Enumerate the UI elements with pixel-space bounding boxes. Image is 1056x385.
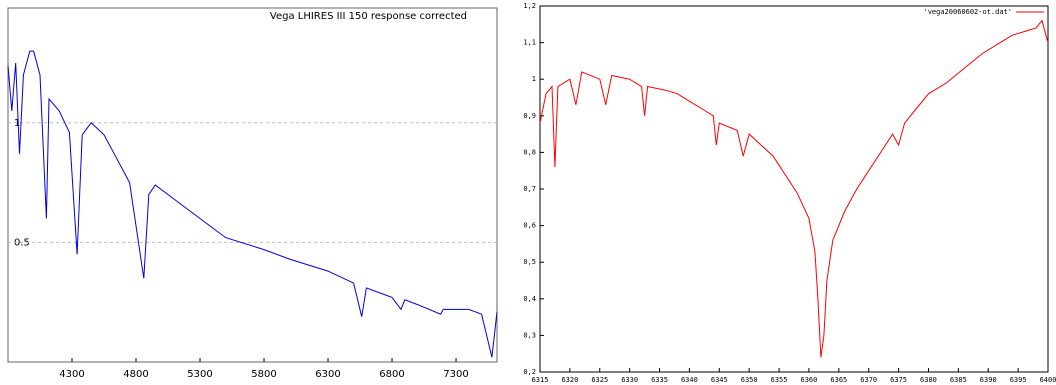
data-line [539, 19, 1049, 358]
x-tick-label: 6335 [651, 376, 668, 384]
y-tick-label: 0,2 [523, 368, 536, 376]
x-tick-label: 6340 [681, 376, 698, 384]
y-tick-label: 0,8 [523, 148, 536, 156]
x-tick-label: 6800 [379, 369, 404, 380]
x-tick-label: 4300 [59, 369, 84, 380]
legend-label: 'vega20060602-ot.dat' [923, 8, 1012, 16]
y-tick-label: 1,2 [523, 2, 536, 10]
x-tick-label: 6370 [860, 376, 877, 384]
x-tick-label: 5300 [187, 369, 212, 380]
x-tick-label: 6395 [1010, 376, 1027, 384]
y-tick-label: 0,9 [523, 112, 536, 120]
x-tick-label: 6315 [532, 376, 549, 384]
x-tick-label: 6350 [741, 376, 758, 384]
y-tick-label: 0,3 [523, 331, 536, 339]
y-tick-label: 0,5 [523, 258, 536, 266]
y-tick-label: 1 [532, 75, 536, 83]
x-tick-label: 6355 [771, 376, 788, 384]
chart-title: Vega LHIRES III 150 response corrected [270, 11, 467, 22]
y-tick-label: 0,4 [523, 295, 536, 303]
y-tick-label: 0,7 [523, 185, 536, 193]
x-tick-label: 7300 [443, 369, 468, 380]
x-tick-label: 6330 [621, 376, 638, 384]
x-tick-label: 6325 [591, 376, 608, 384]
x-tick-label: 6360 [801, 376, 818, 384]
data-line [7, 50, 498, 358]
y-tick-label: 1 [14, 118, 20, 129]
x-tick-label: 6380 [920, 376, 937, 384]
x-tick-label: 4800 [123, 369, 148, 380]
plot-frame [7, 7, 498, 363]
x-tick-label: 5800 [251, 369, 276, 380]
x-tick-label: 6345 [711, 376, 728, 384]
right-chart: 0,2 0,3 0,4 0,5 0,6 0,7 0,8 0,9 1 1,1 1,2 6315 6320 6… [523, 2, 1056, 384]
x-tick-label: 6375 [890, 376, 907, 384]
y-tick-label: 1,1 [523, 39, 536, 47]
x-tick-label: 6400 [1040, 376, 1056, 384]
x-tick-label: 6385 [950, 376, 967, 384]
y-tick-label: 0,6 [523, 222, 536, 230]
x-tick-label: 6365 [830, 376, 847, 384]
x-tick-label: 6300 [315, 369, 340, 380]
x-tick-label: 6320 [561, 376, 578, 384]
x-tick-label: 6390 [980, 376, 997, 384]
